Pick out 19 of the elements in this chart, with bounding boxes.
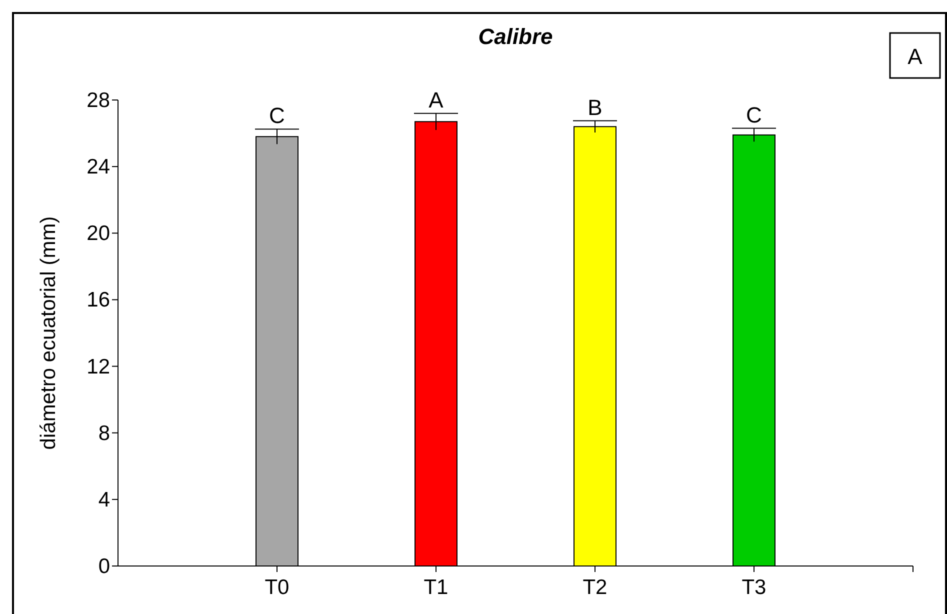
x-tick-label: T2 — [582, 576, 608, 599]
x-tick-label: T3 — [742, 576, 766, 599]
annotation: B — [588, 94, 602, 120]
y-tick-label: 20 — [86, 222, 110, 246]
x-tick-label: T1 — [424, 576, 448, 599]
annotation: A — [428, 87, 444, 112]
y-tick-label: 12 — [86, 355, 110, 378]
y-tick-label: 4 — [98, 488, 110, 512]
chart-title: Calibre — [478, 24, 553, 49]
y-tick-label: 28 — [86, 89, 110, 112]
text: A — [908, 44, 923, 69]
y-tick-label: 8 — [98, 422, 110, 445]
annotation: C — [746, 102, 762, 128]
annotation: C — [269, 103, 286, 128]
y-axis-title: diámetro ecuatorial (mm) — [37, 216, 60, 450]
x-tick-label: T0 — [264, 576, 290, 599]
y-tick-label: 16 — [86, 288, 110, 312]
y-tick-label: 24 — [86, 156, 110, 179]
y-tick-label: 0 — [98, 555, 110, 578]
